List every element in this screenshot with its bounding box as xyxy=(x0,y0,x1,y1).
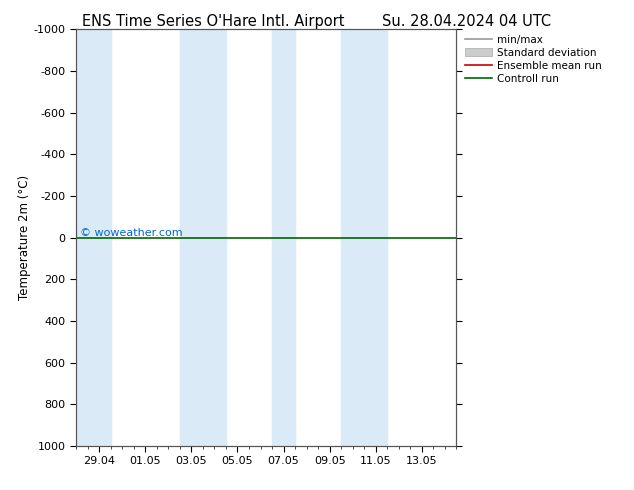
Bar xyxy=(272,29,295,446)
Bar xyxy=(341,29,387,446)
Text: Su. 28.04.2024 04 UTC: Su. 28.04.2024 04 UTC xyxy=(382,14,552,29)
Bar xyxy=(76,29,111,446)
Text: © woweather.com: © woweather.com xyxy=(80,228,183,238)
Bar xyxy=(180,29,226,446)
Legend: min/max, Standard deviation, Ensemble mean run, Controll run: min/max, Standard deviation, Ensemble me… xyxy=(465,35,602,84)
Text: ENS Time Series O'Hare Intl. Airport: ENS Time Series O'Hare Intl. Airport xyxy=(82,14,345,29)
Y-axis label: Temperature 2m (°C): Temperature 2m (°C) xyxy=(18,175,31,300)
